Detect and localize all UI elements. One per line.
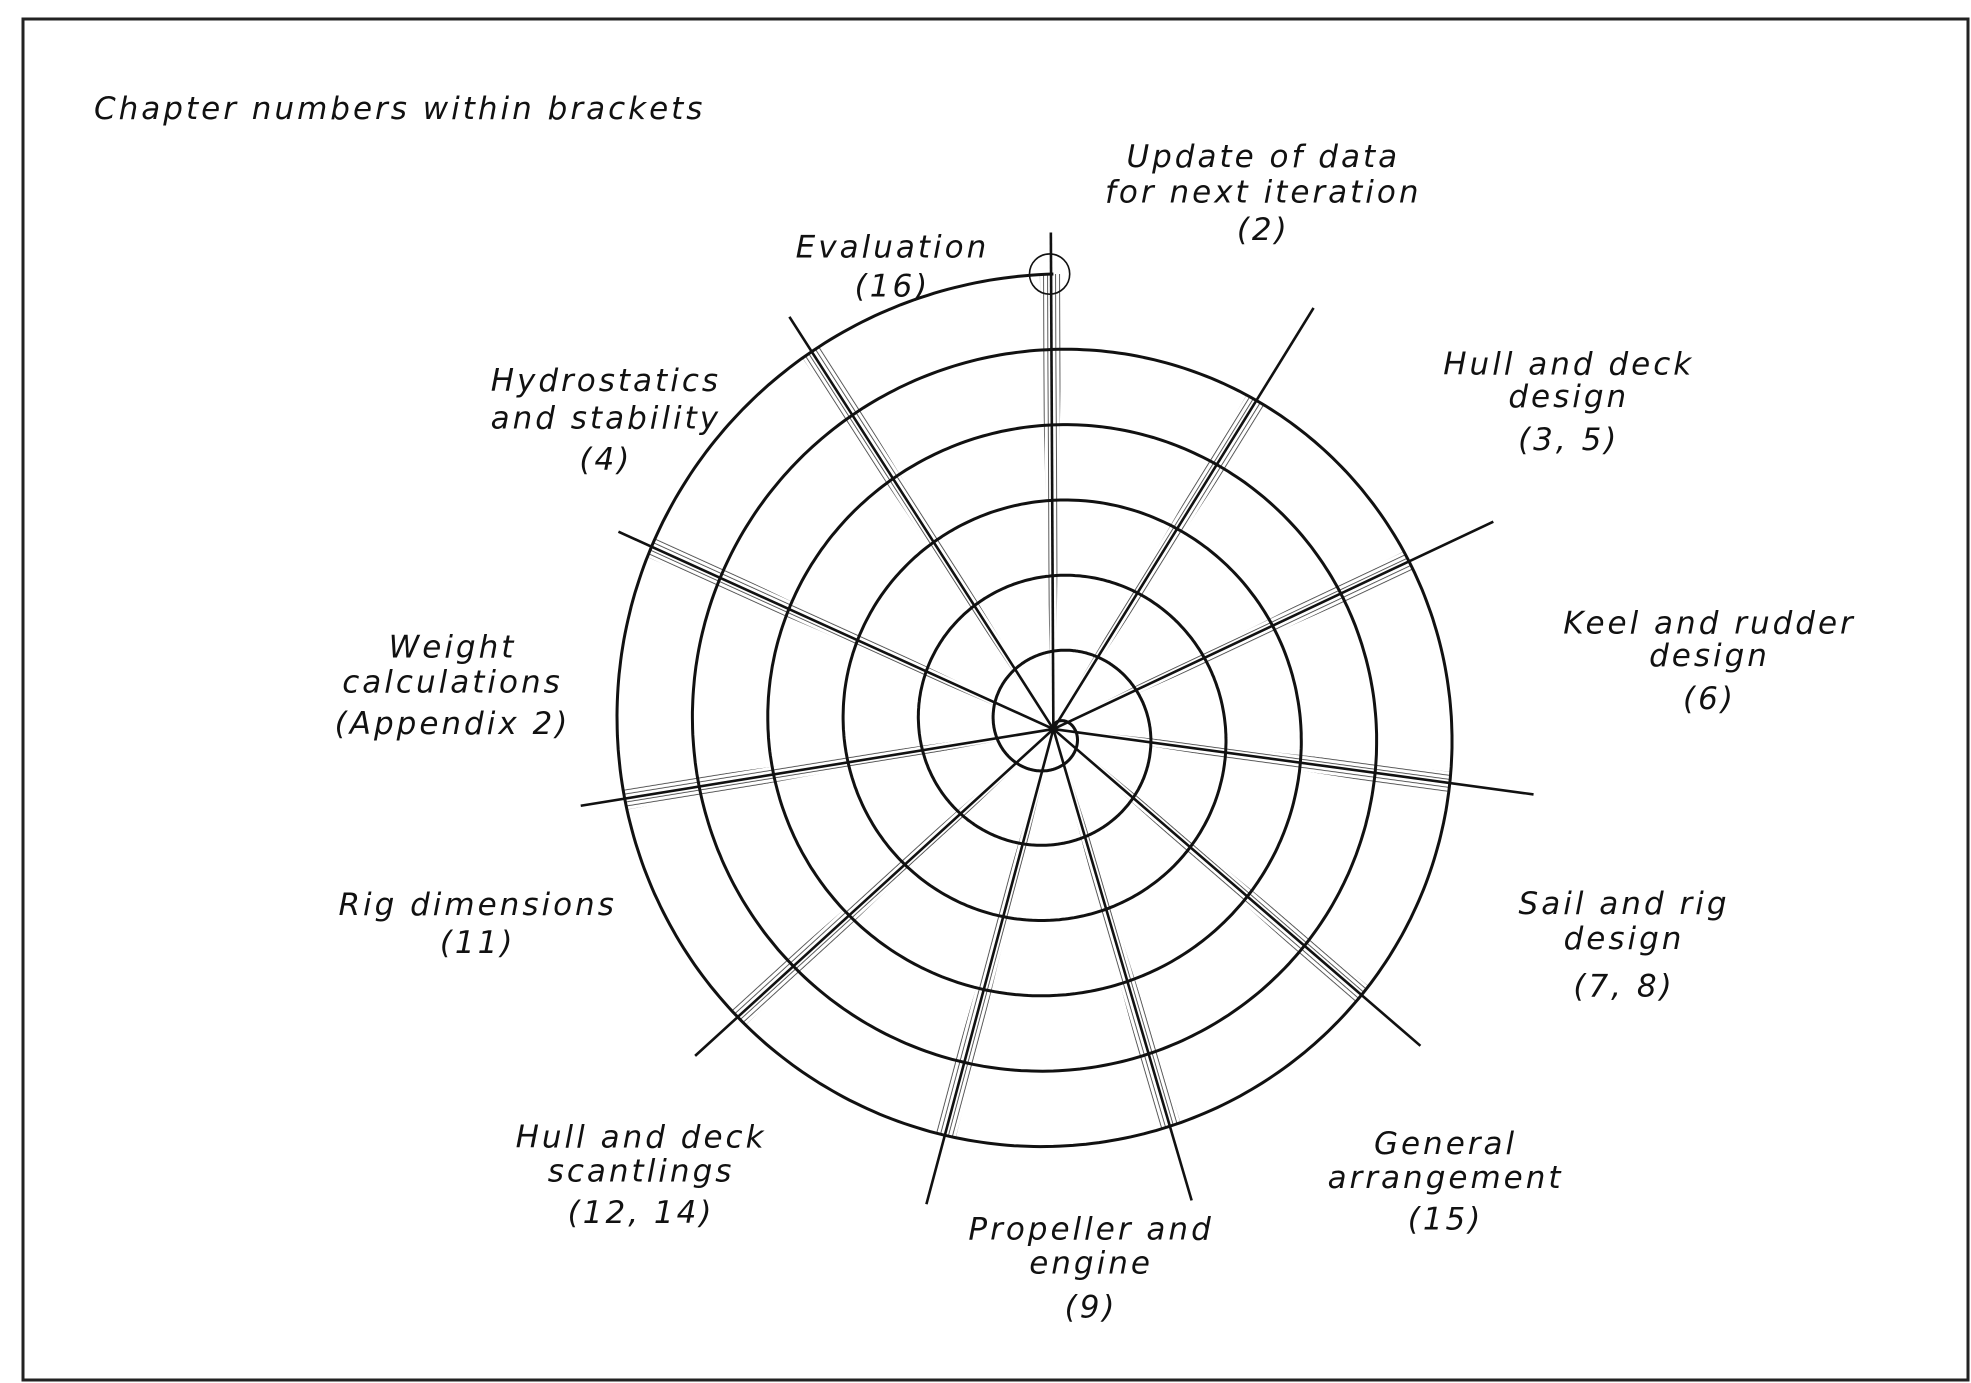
stage-label-line: (16) bbox=[855, 269, 931, 305]
frame bbox=[21, 17, 1970, 1382]
stage-label-line: Weight bbox=[389, 629, 517, 665]
stage-label-line: design bbox=[1649, 638, 1770, 674]
stage-label: Evaluation(16) bbox=[796, 230, 990, 305]
stage-label-line: Hydrostatics bbox=[491, 363, 721, 399]
stage-label-line: (12, 14) bbox=[568, 1195, 715, 1231]
stage-label-line: calculations bbox=[342, 665, 563, 701]
stage-label-line: (7, 8) bbox=[1573, 969, 1674, 1005]
stage-label-line: design bbox=[1564, 921, 1685, 957]
stage-label-line: Update of data bbox=[1126, 139, 1400, 175]
spoke bbox=[788, 316, 1055, 730]
spoke bbox=[694, 728, 1055, 1057]
spoke bbox=[1052, 728, 1193, 1201]
stage-label-line: arrangement bbox=[1328, 1160, 1564, 1196]
stage-label-line: (9) bbox=[1065, 1289, 1118, 1325]
stage-label-line: (15) bbox=[1408, 1201, 1484, 1237]
start-marker bbox=[1028, 253, 1071, 295]
spokes bbox=[580, 232, 1534, 1205]
labels: Chapter numbers within brackets Update o… bbox=[94, 91, 1856, 1325]
spoke bbox=[925, 728, 1055, 1205]
spoke bbox=[1049, 232, 1055, 730]
stage-label-line: for next iteration bbox=[1105, 174, 1422, 210]
note: Chapter numbers within brackets bbox=[94, 91, 705, 127]
stage-label-line: (2) bbox=[1237, 212, 1290, 248]
stage-label-line: scantlings bbox=[548, 1154, 735, 1190]
stage-label-line: (6) bbox=[1683, 681, 1736, 717]
spiral-group bbox=[615, 253, 1454, 1149]
stage-label-line: and stability bbox=[491, 401, 722, 437]
stage-label: Rig dimensions(11) bbox=[338, 887, 616, 961]
stage-label-line: General bbox=[1374, 1126, 1517, 1162]
spoke bbox=[1053, 727, 1534, 796]
stage-label-line: Propeller and bbox=[968, 1211, 1213, 1247]
spoke bbox=[1052, 307, 1315, 730]
stage-label-line: (11) bbox=[440, 925, 516, 961]
stage-label-line: Keel and rudder bbox=[1563, 605, 1856, 641]
stage-label-line: design bbox=[1508, 379, 1629, 415]
stage-label-line: Sail and rig bbox=[1519, 886, 1730, 922]
stage-label-line: Hull and deck bbox=[516, 1120, 767, 1156]
stage-label-line: (3, 5) bbox=[1518, 422, 1619, 458]
stage-label-line: Hull and deck bbox=[1443, 347, 1694, 383]
spoke bbox=[617, 530, 1054, 731]
spiral bbox=[615, 272, 1454, 1149]
spoke bbox=[1052, 728, 1422, 1047]
stage-label-line: Evaluation bbox=[796, 230, 990, 266]
stage-label-line: engine bbox=[1029, 1245, 1153, 1281]
stage-label-line: (Appendix 2) bbox=[335, 706, 571, 742]
stage-label-line: (4) bbox=[579, 442, 632, 478]
spoke bbox=[580, 727, 1054, 808]
stage-label-line: Rig dimensions bbox=[338, 887, 616, 923]
